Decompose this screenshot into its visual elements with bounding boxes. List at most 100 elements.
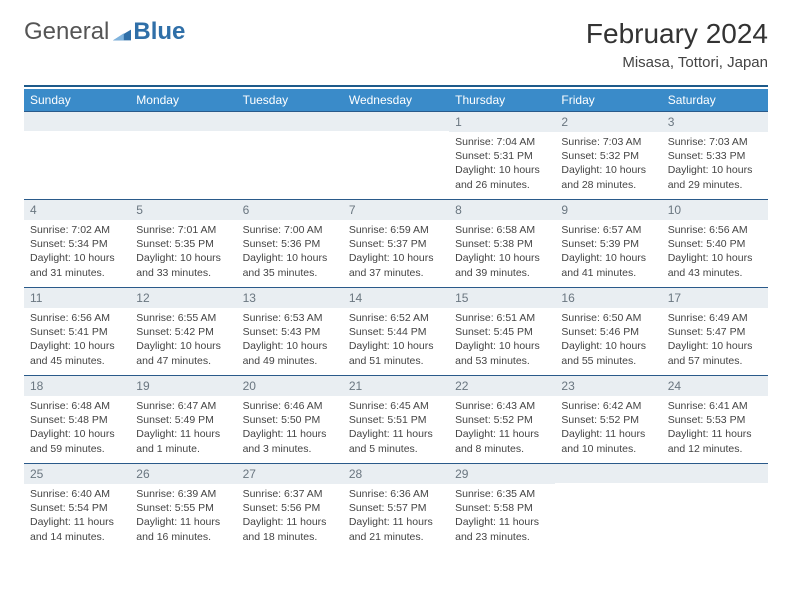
calendar-cell bbox=[662, 463, 768, 551]
day-number: 11 bbox=[24, 287, 130, 308]
calendar-cell: 20Sunrise: 6:46 AMSunset: 5:50 PMDayligh… bbox=[237, 375, 343, 463]
sunset-text: Sunset: 5:37 PM bbox=[349, 237, 443, 251]
daylight-text: Daylight: 10 hours and 51 minutes. bbox=[349, 339, 443, 367]
day-number: 13 bbox=[237, 287, 343, 308]
sunset-text: Sunset: 5:46 PM bbox=[561, 325, 655, 339]
sunrise-text: Sunrise: 6:42 AM bbox=[561, 399, 655, 413]
empty-day-header bbox=[237, 111, 343, 131]
day-number: 24 bbox=[662, 375, 768, 396]
day-number: 19 bbox=[130, 375, 236, 396]
day-body: Sunrise: 6:58 AMSunset: 5:38 PMDaylight:… bbox=[449, 220, 555, 286]
day-number: 1 bbox=[449, 111, 555, 132]
daylight-text: Daylight: 10 hours and 55 minutes. bbox=[561, 339, 655, 367]
sunset-text: Sunset: 5:58 PM bbox=[455, 501, 549, 515]
day-number: 7 bbox=[343, 199, 449, 220]
calendar-table: Sunday Monday Tuesday Wednesday Thursday… bbox=[24, 89, 768, 551]
calendar-cell: 27Sunrise: 6:37 AMSunset: 5:56 PMDayligh… bbox=[237, 463, 343, 551]
daylight-text: Daylight: 10 hours and 47 minutes. bbox=[136, 339, 230, 367]
daylight-text: Daylight: 11 hours and 18 minutes. bbox=[243, 515, 337, 543]
day-number: 23 bbox=[555, 375, 661, 396]
calendar-cell: 24 Sunrise: 6:41 AMSunset: 5:53 PMDayligh… bbox=[662, 375, 768, 463]
calendar-cell bbox=[130, 111, 236, 199]
day-body: Sunrise: 6:43 AMSunset: 5:52 PMDaylight:… bbox=[449, 396, 555, 462]
day-number: 17 bbox=[662, 287, 768, 308]
sunrise-text: Sunrise: 6:48 AM bbox=[30, 399, 124, 413]
empty-day-header bbox=[555, 463, 661, 483]
day-body: Sunrise: 6:52 AMSunset: 5:44 PMDaylight:… bbox=[343, 308, 449, 374]
sunrise-text: Sunrise: 6:47 AM bbox=[136, 399, 230, 413]
sunrise-text: Sunrise: 6:56 AM bbox=[668, 223, 762, 237]
day-body: Sunrise: 7:00 AMSunset: 5:36 PMDaylight:… bbox=[237, 220, 343, 286]
daylight-text: Daylight: 10 hours and 26 minutes. bbox=[455, 163, 549, 191]
day-body: Sunrise: 6:45 AMSunset: 5:51 PMDaylight:… bbox=[343, 396, 449, 462]
calendar-cell: 17 Sunrise: 6:49 AMSunset: 5:47 PMDayligh… bbox=[662, 287, 768, 375]
day-number: 29 bbox=[449, 463, 555, 484]
sunset-text: Sunset: 5:44 PM bbox=[349, 325, 443, 339]
sunrise-text: Sunrise: 6:49 AM bbox=[668, 311, 762, 325]
sunrise-text: Sunrise: 7:02 AM bbox=[30, 223, 124, 237]
calendar-cell bbox=[343, 111, 449, 199]
sunrise-text: Sunrise: 6:40 AM bbox=[30, 487, 124, 501]
sunrise-text: Sunrise: 6:51 AM bbox=[455, 311, 549, 325]
sunrise-text: Sunrise: 6:37 AM bbox=[243, 487, 337, 501]
sunset-text: Sunset: 5:52 PM bbox=[455, 413, 549, 427]
sunset-text: Sunset: 5:47 PM bbox=[668, 325, 762, 339]
header-row: General Blue February 2024 Misasa, Totto… bbox=[24, 18, 768, 71]
sunset-text: Sunset: 5:35 PM bbox=[136, 237, 230, 251]
weekday-friday: Friday bbox=[555, 89, 661, 111]
day-body: Sunrise: 7:03 AMSunset: 5:32 PMDaylight:… bbox=[555, 132, 661, 198]
sunrise-text: Sunrise: 7:01 AM bbox=[136, 223, 230, 237]
sunset-text: Sunset: 5:53 PM bbox=[668, 413, 762, 427]
daylight-text: Daylight: 10 hours and 57 minutes. bbox=[668, 339, 762, 367]
sunrise-text: Sunrise: 6:35 AM bbox=[455, 487, 549, 501]
day-body: Sunrise: 7:02 AMSunset: 5:34 PMDaylight:… bbox=[24, 220, 130, 286]
sunrise-text: Sunrise: 6:58 AM bbox=[455, 223, 549, 237]
day-body: Sunrise: 6:50 AMSunset: 5:46 PMDaylight:… bbox=[555, 308, 661, 374]
daylight-text: Daylight: 11 hours and 5 minutes. bbox=[349, 427, 443, 455]
calendar-cell: 3Sunrise: 7:03 AMSunset: 5:33 PMDaylight… bbox=[662, 111, 768, 199]
calendar-week-row: 4Sunrise: 7:02 AMSunset: 5:34 PMDaylight… bbox=[24, 199, 768, 287]
day-number: 9 bbox=[555, 199, 661, 220]
sunrise-text: Sunrise: 6:50 AM bbox=[561, 311, 655, 325]
empty-day-header bbox=[343, 111, 449, 131]
empty-day-header bbox=[662, 463, 768, 483]
sunrise-text: Sunrise: 7:00 AM bbox=[243, 223, 337, 237]
daylight-text: Daylight: 11 hours and 12 minutes. bbox=[668, 427, 762, 455]
day-number: 21 bbox=[343, 375, 449, 396]
day-body: Sunrise: 6:46 AMSunset: 5:50 PMDaylight:… bbox=[237, 396, 343, 462]
sunset-text: Sunset: 5:41 PM bbox=[30, 325, 124, 339]
sunrise-text: Sunrise: 6:41 AM bbox=[668, 399, 762, 413]
day-number: 22 bbox=[449, 375, 555, 396]
day-number: 2 bbox=[555, 111, 661, 132]
sunrise-text: Sunrise: 6:53 AM bbox=[243, 311, 337, 325]
day-number: 27 bbox=[237, 463, 343, 484]
daylight-text: Daylight: 11 hours and 16 minutes. bbox=[136, 515, 230, 543]
day-number: 20 bbox=[237, 375, 343, 396]
daylight-text: Daylight: 10 hours and 33 minutes. bbox=[136, 251, 230, 279]
day-body: Sunrise: 7:03 AMSunset: 5:33 PMDaylight:… bbox=[662, 132, 768, 198]
sunset-text: Sunset: 5:48 PM bbox=[30, 413, 124, 427]
sunrise-text: Sunrise: 6:46 AM bbox=[243, 399, 337, 413]
logo-text-blue: Blue bbox=[133, 18, 185, 46]
day-body: Sunrise: 7:04 AMSunset: 5:31 PMDaylight:… bbox=[449, 132, 555, 198]
day-number: 18 bbox=[24, 375, 130, 396]
empty-day-header bbox=[130, 111, 236, 131]
sunset-text: Sunset: 5:36 PM bbox=[243, 237, 337, 251]
weekday-wednesday: Wednesday bbox=[343, 89, 449, 111]
sunrise-text: Sunrise: 6:56 AM bbox=[30, 311, 124, 325]
calendar-cell: 23Sunrise: 6:42 AMSunset: 5:52 PMDayligh… bbox=[555, 375, 661, 463]
sunset-text: Sunset: 5:34 PM bbox=[30, 237, 124, 251]
daylight-text: Daylight: 11 hours and 8 minutes. bbox=[455, 427, 549, 455]
calendar-cell: 13Sunrise: 6:53 AMSunset: 5:43 PMDayligh… bbox=[237, 287, 343, 375]
day-number: 26 bbox=[130, 463, 236, 484]
day-body: Sunrise: 6:37 AMSunset: 5:56 PMDaylight:… bbox=[237, 484, 343, 550]
daylight-text: Daylight: 10 hours and 29 minutes. bbox=[668, 163, 762, 191]
day-body: Sunrise: 6:56 AMSunset: 5:41 PMDaylight:… bbox=[24, 308, 130, 374]
sunset-text: Sunset: 5:39 PM bbox=[561, 237, 655, 251]
calendar-cell: 4Sunrise: 7:02 AMSunset: 5:34 PMDaylight… bbox=[24, 199, 130, 287]
weekday-saturday: Saturday bbox=[662, 89, 768, 111]
sunset-text: Sunset: 5:57 PM bbox=[349, 501, 443, 515]
calendar-cell: 8Sunrise: 6:58 AMSunset: 5:38 PMDaylight… bbox=[449, 199, 555, 287]
calendar-cell: 16Sunrise: 6:50 AMSunset: 5:46 PMDayligh… bbox=[555, 287, 661, 375]
calendar-cell: 2Sunrise: 7:03 AMSunset: 5:32 PMDaylight… bbox=[555, 111, 661, 199]
